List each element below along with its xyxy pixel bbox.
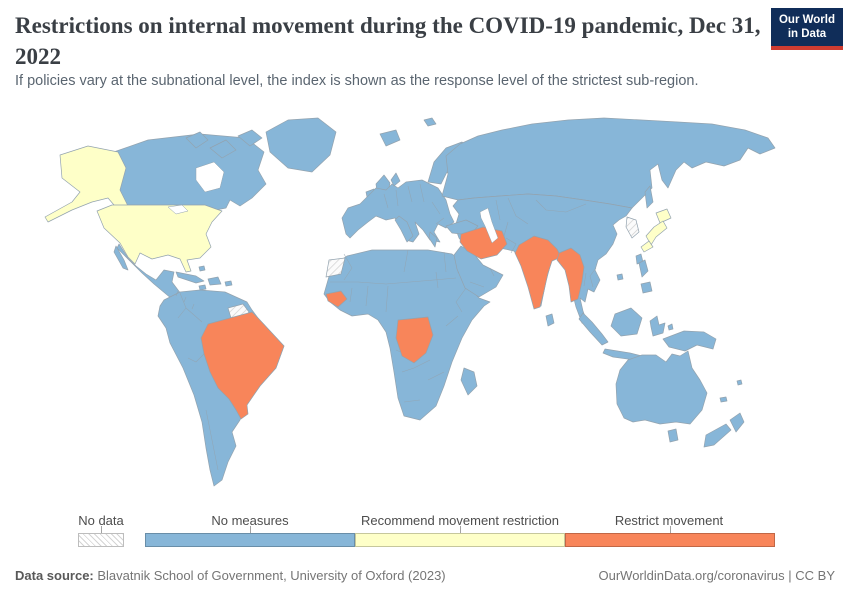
data-source-text: Data source: Blavatnik School of Governm… <box>15 568 446 583</box>
region-alaska[interactable] <box>44 145 129 223</box>
legend-swatch-restrict[interactable] <box>565 533 775 547</box>
legend-tick-restrict <box>670 526 671 534</box>
region-philippines-mindanao[interactable] <box>640 281 653 294</box>
region-india[interactable] <box>514 235 562 310</box>
region-new-caledonia[interactable] <box>719 396 728 403</box>
region-europe[interactable] <box>341 179 455 243</box>
region-nz-north[interactable] <box>729 412 745 433</box>
region-sakhalin[interactable] <box>644 185 654 209</box>
borders-asia <box>469 197 597 288</box>
legend-tick-recommend <box>460 526 461 534</box>
region-sumatra[interactable] <box>578 312 609 346</box>
region-italy[interactable] <box>394 215 414 243</box>
region-tasmania[interactable] <box>667 428 679 443</box>
region-svalbard[interactable] <box>423 117 437 127</box>
region-guinea[interactable] <box>325 290 348 308</box>
page-subtitle: If policies vary at the subnational leve… <box>15 73 699 89</box>
region-madagascar[interactable] <box>460 367 478 396</box>
region-usa[interactable] <box>96 204 223 273</box>
region-brazil[interactable] <box>200 311 285 420</box>
region-hainan[interactable] <box>616 273 624 281</box>
legend-label-no-data[interactable]: No data <box>78 513 124 528</box>
hudson-bay <box>195 161 225 193</box>
data-source-label: Data source: <box>15 568 94 583</box>
region-japan-hokkaido[interactable] <box>655 208 672 224</box>
region-australia[interactable] <box>615 350 708 425</box>
borders-africa <box>330 249 467 403</box>
region-western-sahara[interactable] <box>325 257 346 278</box>
page-title: Restrictions on internal movement during… <box>15 13 761 70</box>
owid-logo-line1: Our World <box>778 14 835 26</box>
owid-logo-line2: in Data <box>787 28 827 41</box>
region-dr-congo[interactable] <box>395 316 434 364</box>
borders-europe <box>383 183 445 225</box>
legend-tick-no-data <box>101 526 102 534</box>
region-hispaniola[interactable] <box>207 276 222 286</box>
owid-logo[interactable]: Our World in Data <box>771 8 843 50</box>
region-arabia[interactable] <box>453 245 504 298</box>
region-russia[interactable] <box>441 117 776 209</box>
region-fiji[interactable] <box>736 379 743 386</box>
legend-label-no-measures[interactable]: No measures <box>211 513 289 528</box>
legend-swatch-recommend[interactable] <box>355 533 565 547</box>
region-myanmar-bangladesh[interactable] <box>556 247 585 303</box>
legend-swatch-no-measures[interactable] <box>145 533 355 547</box>
region-greece[interactable] <box>428 231 438 248</box>
footer: Data source: Blavatnik School of Governm… <box>15 568 835 583</box>
region-greenland[interactable] <box>265 117 337 173</box>
region-philippines-luzon[interactable] <box>638 259 649 278</box>
region-arctic-islands[interactable] <box>185 129 263 159</box>
great-lakes <box>167 204 189 215</box>
region-japan-kyushu[interactable] <box>640 240 654 253</box>
region-bahamas[interactable] <box>198 265 206 272</box>
region-maluku[interactable] <box>667 323 674 331</box>
legend-swatch-no-data[interactable] <box>78 533 124 547</box>
legend-tick-no-measures <box>250 526 251 534</box>
region-iceland[interactable] <box>379 129 401 147</box>
region-new-guinea[interactable] <box>662 330 717 352</box>
region-jamaica[interactable] <box>198 284 207 291</box>
region-sri-lanka[interactable] <box>545 313 555 327</box>
legend-label-restrict[interactable]: Restrict movement <box>614 513 724 528</box>
region-sulawesi[interactable] <box>649 315 666 337</box>
region-korea[interactable] <box>625 216 640 239</box>
region-nz-south[interactable] <box>703 423 732 448</box>
legend-label-recommend[interactable]: Recommend movement restriction <box>361 513 559 528</box>
region-denmark[interactable] <box>390 172 401 187</box>
caspian-sea <box>479 207 499 244</box>
region-baja[interactable] <box>113 245 129 271</box>
region-borneo[interactable] <box>610 307 643 337</box>
world-map <box>44 117 776 487</box>
region-cuba[interactable] <box>175 271 205 284</box>
attribution-link[interactable]: OurWorldinData.org/coronavirus | CC BY <box>598 568 835 583</box>
region-canada[interactable] <box>102 133 267 211</box>
region-puerto-rico[interactable] <box>224 280 233 287</box>
